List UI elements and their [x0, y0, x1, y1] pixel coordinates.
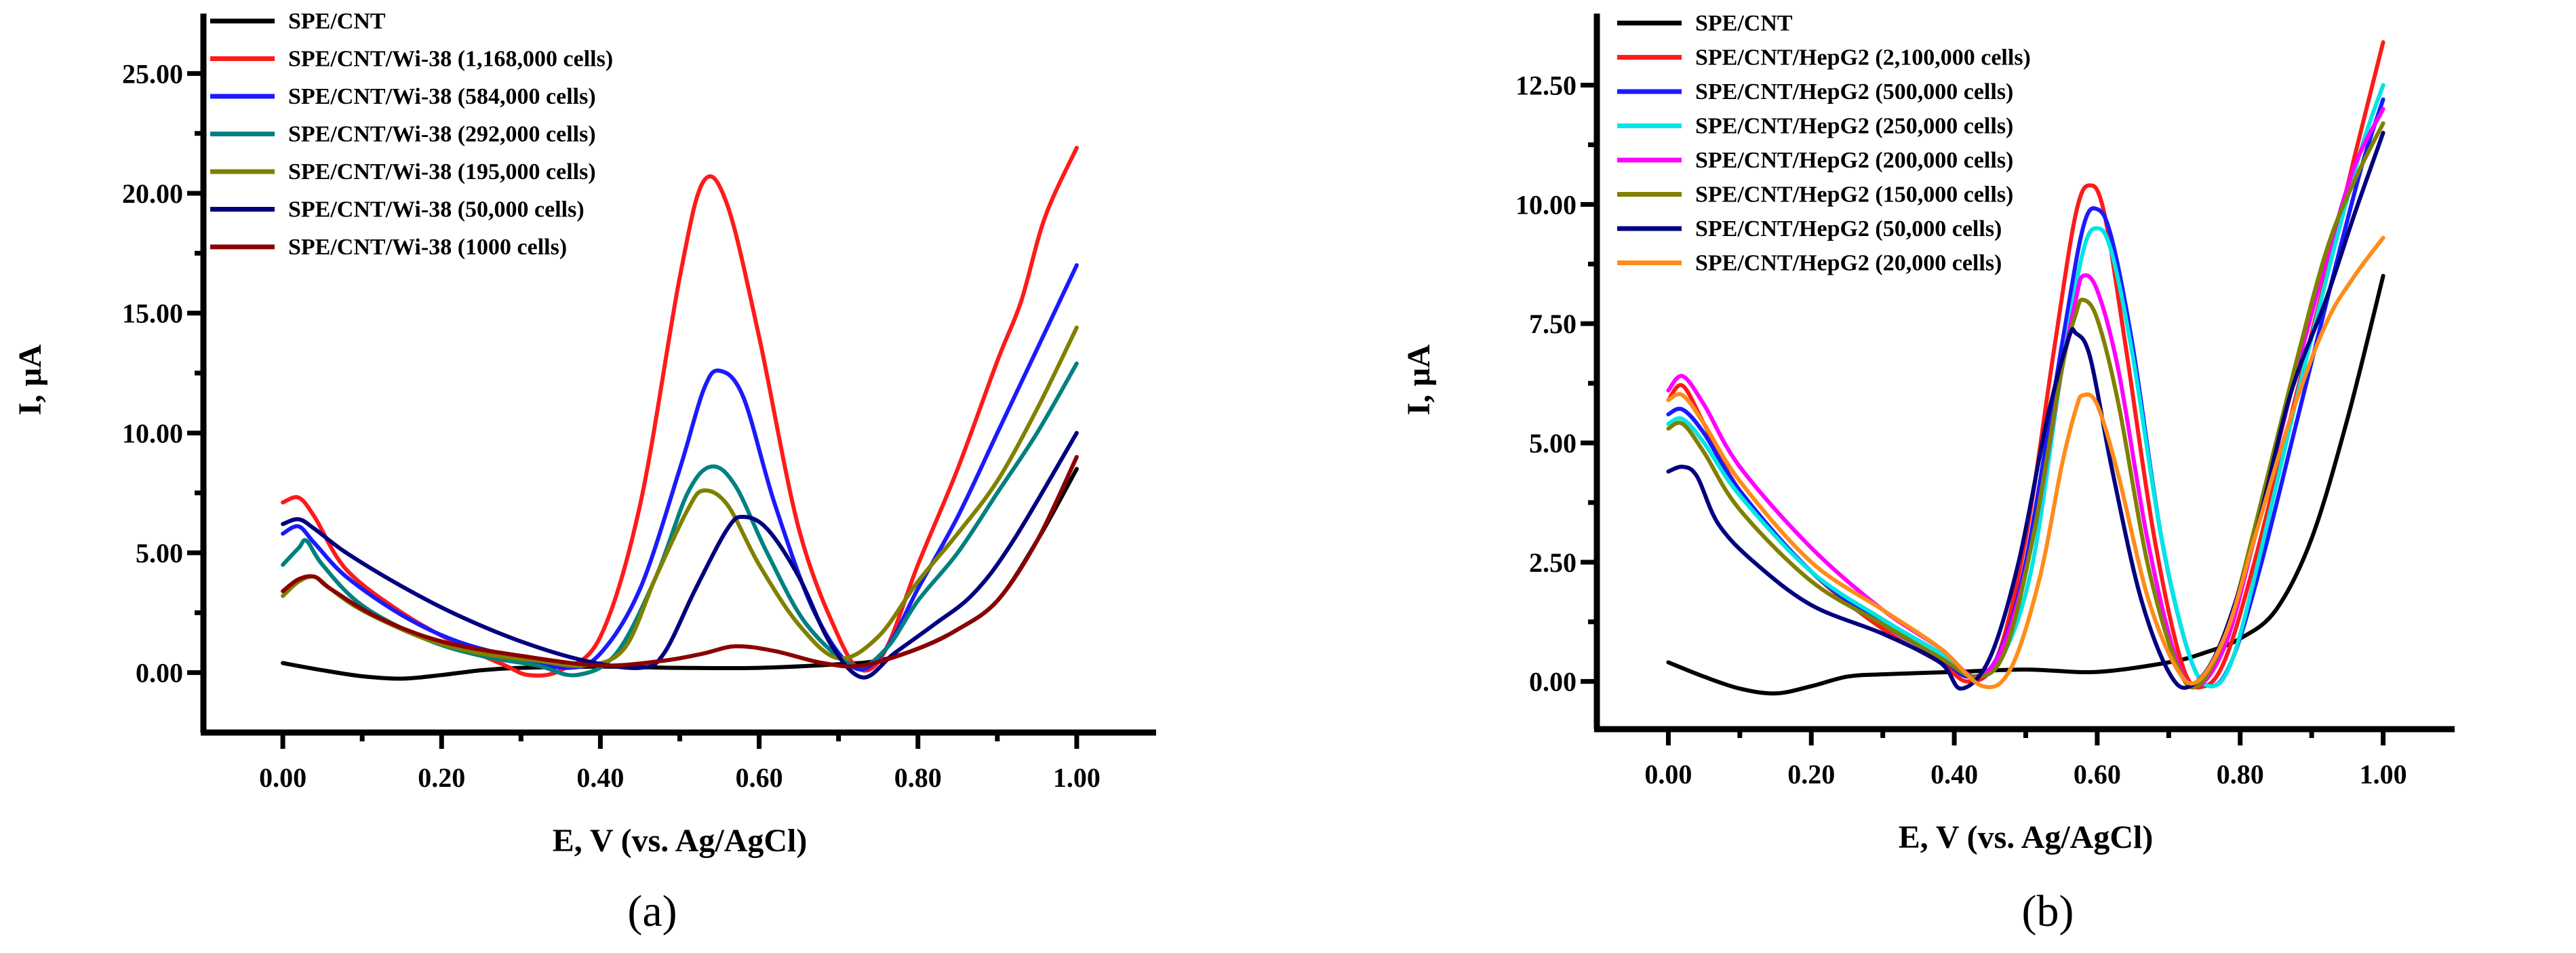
y-tick-label: 25.00	[122, 58, 183, 89]
x-tick-label: 0.00	[259, 762, 306, 793]
y-tick-label: 10.00	[1515, 189, 1577, 220]
x-tick-label: 0.00	[1644, 759, 1692, 790]
series-line-1	[281, 145, 1079, 678]
x-tick-label: 0.80	[894, 762, 942, 793]
y-tick-label: 15.00	[122, 298, 183, 329]
legend-entry-label: SPE/CNT/Wi-38 (1000 cells)	[288, 235, 567, 260]
x-axis-label: E, V (vs. Ag/AgCl)	[553, 823, 808, 859]
series-line-3	[1666, 83, 2385, 688]
y-tick-label: 5.00	[1529, 428, 1577, 459]
y-tick-label: 20.00	[122, 178, 183, 209]
y-tick-label: 7.50	[1529, 309, 1577, 339]
legend-entry-label: SPE/CNT/HepG2 (200,000 cells)	[1695, 148, 2013, 173]
x-axis-label: E, V (vs. Ag/AgCl)	[1899, 819, 2154, 855]
y-axis-label: I, μA	[12, 344, 48, 415]
legend-entry-label: SPE/CNT/Wi-38 (1,168,000 cells)	[288, 47, 613, 72]
x-tick-label: 1.00	[2360, 759, 2407, 790]
x-tick-label: 0.20	[418, 762, 465, 793]
legend-entry-label: SPE/CNT/HepG2 (2,100,000 cells)	[1695, 45, 2031, 71]
series-line-6	[1666, 130, 2385, 691]
series-line-3	[281, 361, 1079, 678]
legend-entry-label: SPE/CNT/HepG2 (150,000 cells)	[1695, 182, 2013, 208]
x-tick-label: 0.20	[1787, 759, 1835, 790]
legend-entry-label: SPE/CNT/Wi-38 (292,000 cells)	[288, 122, 596, 147]
legend-entry-label: SPE/CNT	[1695, 11, 1793, 36]
legend: SPE/CNT SPE/CNT/HepG2 (2,100,000 cells) SP…	[1617, 11, 2031, 276]
legend-entry-label: SPE/CNT/Wi-38 (195,000 cells)	[288, 159, 596, 184]
x-tick-label: 0.40	[576, 762, 624, 793]
legend-entry-label: SPE/CNT/Wi-38 (50,000 cells)	[288, 197, 584, 222]
y-tick-label: 0.00	[136, 658, 183, 688]
panel-a-chart: 0.00 0.20 0.40 0.60 0.80 1.00 0.00 5.00 10.00 15.…	[12, 9, 1156, 936]
x-tick-label: 1.00	[1053, 762, 1101, 793]
y-tick-label: 2.50	[1529, 547, 1577, 578]
panel-label: (b)	[2022, 887, 2074, 936]
legend-entry-label: SPE/CNT/Wi-38 (584,000 cells)	[288, 84, 596, 109]
y-tick-label: 0.00	[1529, 667, 1577, 697]
series-line-5	[1666, 121, 2385, 690]
x-tick-label: 0.80	[2217, 759, 2264, 790]
series-group	[281, 145, 1079, 681]
series-line-0	[1666, 273, 2385, 696]
legend-entry-label: SPE/CNT/HepG2 (50,000 cells)	[1695, 216, 2002, 241]
series-line-6	[281, 454, 1079, 669]
panel-b-chart: 0.00 0.20 0.40 0.60 0.80 1.00 0.00 2.50 5.00 7.50…	[1401, 11, 2455, 936]
x-tick-label: 0.40	[1930, 759, 1978, 790]
legend: SPE/CNT SPE/CNT/Wi-38 (1,168,000 cells) SP…	[210, 9, 613, 260]
series-line-0	[281, 467, 1079, 681]
legend-entry-label: SPE/CNT/HepG2 (20,000 cells)	[1695, 251, 2002, 276]
series-line-2	[281, 263, 1079, 672]
series-line-7	[1666, 235, 2385, 690]
x-tick-label: 0.60	[2074, 759, 2121, 790]
legend-entry-label: SPE/CNT	[288, 9, 386, 34]
y-axis-label: I, μA	[1401, 344, 1437, 415]
series-line-5	[281, 431, 1079, 680]
series-group	[1666, 40, 2385, 696]
x-tick-label: 0.60	[736, 762, 783, 793]
y-tick-label: 12.50	[1515, 71, 1577, 101]
legend-entry-label: SPE/CNT/HepG2 (250,000 cells)	[1695, 114, 2013, 139]
y-tick-label: 5.00	[136, 538, 183, 568]
panel-label: (a)	[627, 887, 677, 936]
y-tick-label: 10.00	[122, 418, 183, 448]
legend-entry-label: SPE/CNT/HepG2 (500,000 cells)	[1695, 79, 2013, 104]
